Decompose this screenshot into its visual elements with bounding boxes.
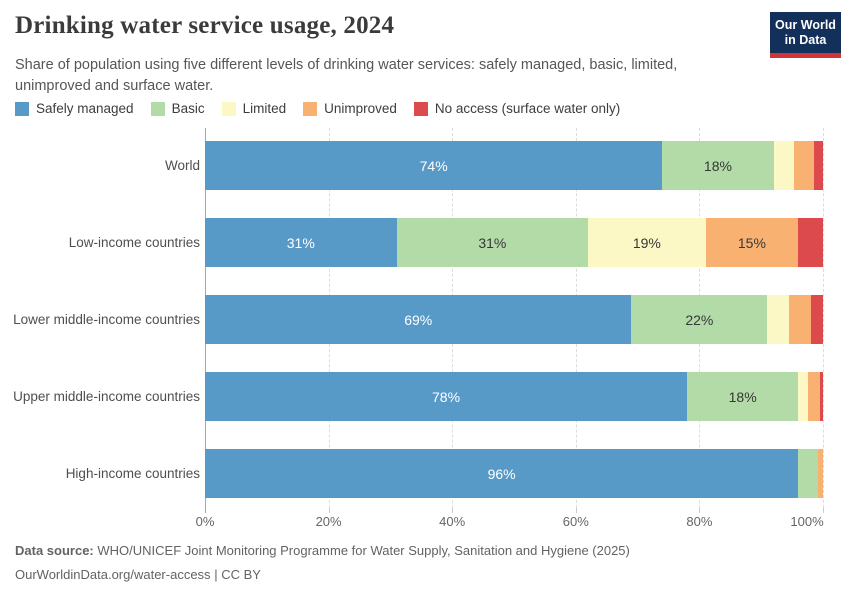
tick-mark-60% <box>575 508 577 513</box>
entity-label-lower-middle-income-countries[interactable]: Lower middle-income countries <box>13 312 200 327</box>
value-label: 22% <box>685 311 714 328</box>
legend-item-no-access-surface-water-only[interactable]: No access (surface water only) <box>413 101 621 116</box>
legend-swatch-no-access-surface-water-only <box>413 101 428 116</box>
legend-swatch-limited <box>221 101 236 116</box>
entity-label-low-income-countries[interactable]: Low-income countries <box>68 235 200 250</box>
bar-segment-high-income-countries-basic[interactable] <box>798 449 819 498</box>
data-source-label: Data source: <box>15 543 94 558</box>
data-source-line: Data source: WHO/UNICEF Joint Monitoring… <box>15 542 835 559</box>
legend-swatch-unimproved <box>303 101 318 116</box>
legend-label: Limited <box>242 101 287 116</box>
footer-link[interactable]: OurWorldinData.org/water-access <box>15 567 211 582</box>
value-label: 31% <box>286 234 315 251</box>
x-tick-label-40%: 40% <box>439 514 466 529</box>
x-tick-label-60%: 60% <box>562 514 589 529</box>
bar-segment-low-income-countries-basic[interactable]: 31% <box>396 218 589 267</box>
bar-segment-upper-middle-income-countries-safely-managed[interactable]: 78% <box>205 372 688 421</box>
license-label: CC BY <box>221 567 261 582</box>
value-label: 69% <box>404 311 433 328</box>
legend-label: Basic <box>171 101 205 116</box>
bar-segment-world-no-access-surface-water-only[interactable] <box>813 141 823 190</box>
bar-segment-low-income-countries-safely-managed[interactable]: 31% <box>205 218 397 267</box>
chart-subtitle: Share of population using five different… <box>15 57 678 94</box>
bars-area: 74% 18% 31% 31% 19% 15% 69% 22% 78% 18% 96% <box>205 128 824 513</box>
bar-segment-lower-middle-income-countries-no-access-surface-water-only[interactable] <box>810 295 823 344</box>
entity-label-high-income-countries[interactable]: High-income countries <box>65 466 200 481</box>
owid-logo[interactable]: Our World in Data <box>770 12 841 58</box>
bar-segment-low-income-countries-no-access-surface-water-only[interactable] <box>798 218 823 267</box>
bar-row-low-income-countries: 31% 31% 19% 15% <box>205 218 823 267</box>
bar-segment-high-income-countries-safely-managed[interactable]: 96% <box>205 449 799 498</box>
data-source-text: WHO/UNICEF Joint Monitoring Programme fo… <box>97 543 630 558</box>
x-tick-label-80%: 80% <box>686 514 713 529</box>
bar-segment-low-income-countries-unimproved[interactable]: 15% <box>705 218 799 267</box>
legend-label: Unimproved <box>324 101 397 116</box>
owid-logo-line1: Our World <box>775 17 836 32</box>
legend-label: No access (surface water only) <box>434 101 621 116</box>
legend-item-safely-managed[interactable]: Safely managed <box>15 101 134 116</box>
bar-segment-lower-middle-income-countries-safely-managed[interactable]: 69% <box>205 295 632 344</box>
tick-mark-20% <box>328 508 330 513</box>
bar-segment-lower-middle-income-countries-limited[interactable] <box>767 295 789 344</box>
bar-segment-upper-middle-income-countries-limited[interactable] <box>798 372 808 421</box>
bar-segment-world-basic[interactable]: 18% <box>662 141 774 190</box>
bar-segment-lower-middle-income-countries-unimproved[interactable] <box>788 295 811 344</box>
legend: Safely managed Basic Limited Unimproved No a… <box>15 101 620 116</box>
value-label: 15% <box>737 234 766 251</box>
footer: Data source: WHO/UNICEF Joint Monitoring… <box>15 542 835 590</box>
legend-swatch-safely-managed <box>15 101 29 116</box>
bar-segment-lower-middle-income-countries-basic[interactable]: 22% <box>631 295 768 344</box>
value-label: 19% <box>632 234 661 251</box>
x-tick-label-0%: 0% <box>195 514 215 529</box>
bar-segment-upper-middle-income-countries-no-access-surface-water-only[interactable] <box>819 372 823 421</box>
x-tick-label-100%: 100% <box>790 514 824 529</box>
footer-separator: | <box>214 567 218 582</box>
bar-row-high-income-countries: 96% <box>205 449 823 498</box>
page-title: Drinking water service usage, 2024 <box>15 12 395 39</box>
x-axis: 0% 20% 40% 60% 80% 100% <box>196 514 824 532</box>
entity-label-upper-middle-income-countries[interactable]: Upper middle-income countries <box>13 389 200 404</box>
bar-segment-world-limited[interactable] <box>773 141 794 190</box>
bar-segment-upper-middle-income-countries-basic[interactable]: 18% <box>687 372 799 421</box>
value-label: 96% <box>487 465 516 482</box>
gridline-100% <box>823 128 824 513</box>
bar-segment-low-income-countries-limited[interactable]: 19% <box>588 218 706 267</box>
bar-segment-high-income-countries-unimproved[interactable] <box>818 449 823 498</box>
legend-item-limited[interactable]: Limited <box>221 101 287 116</box>
legend-item-unimproved[interactable]: Unimproved <box>303 101 397 116</box>
tick-mark-100% <box>823 508 824 513</box>
value-label: 78% <box>432 388 461 405</box>
bar-row-lower-middle-income-countries: 69% 22% <box>205 295 823 344</box>
owid-logo-line2: in Data <box>784 32 827 47</box>
tick-mark-80% <box>699 508 701 513</box>
tick-mark-40% <box>452 508 454 513</box>
bar-segment-world-safely-managed[interactable]: 74% <box>205 141 663 190</box>
value-label: 18% <box>703 157 732 174</box>
bar-row-world: 74% 18% <box>205 141 823 190</box>
legend-label: Safely managed <box>36 101 134 116</box>
value-label: 18% <box>728 388 757 405</box>
plot-area: World Low-income countries Lower middle-in… <box>0 128 850 529</box>
bar-row-upper-middle-income-countries: 78% 18% <box>205 372 823 421</box>
entity-label-world[interactable]: World <box>164 158 200 173</box>
x-tick-label-20%: 20% <box>315 514 342 529</box>
entity-labels: World Low-income countries Lower middle-in… <box>0 128 200 508</box>
legend-item-basic[interactable]: Basic <box>150 101 205 116</box>
license-line: OurWorldinData.org/water-access | CC BY <box>15 566 835 583</box>
value-label: 31% <box>478 234 507 251</box>
legend-swatch-basic <box>150 101 165 116</box>
bar-segment-upper-middle-income-countries-unimproved[interactable] <box>807 372 820 421</box>
value-label: 74% <box>419 157 448 174</box>
bar-segment-world-unimproved[interactable] <box>793 141 814 190</box>
